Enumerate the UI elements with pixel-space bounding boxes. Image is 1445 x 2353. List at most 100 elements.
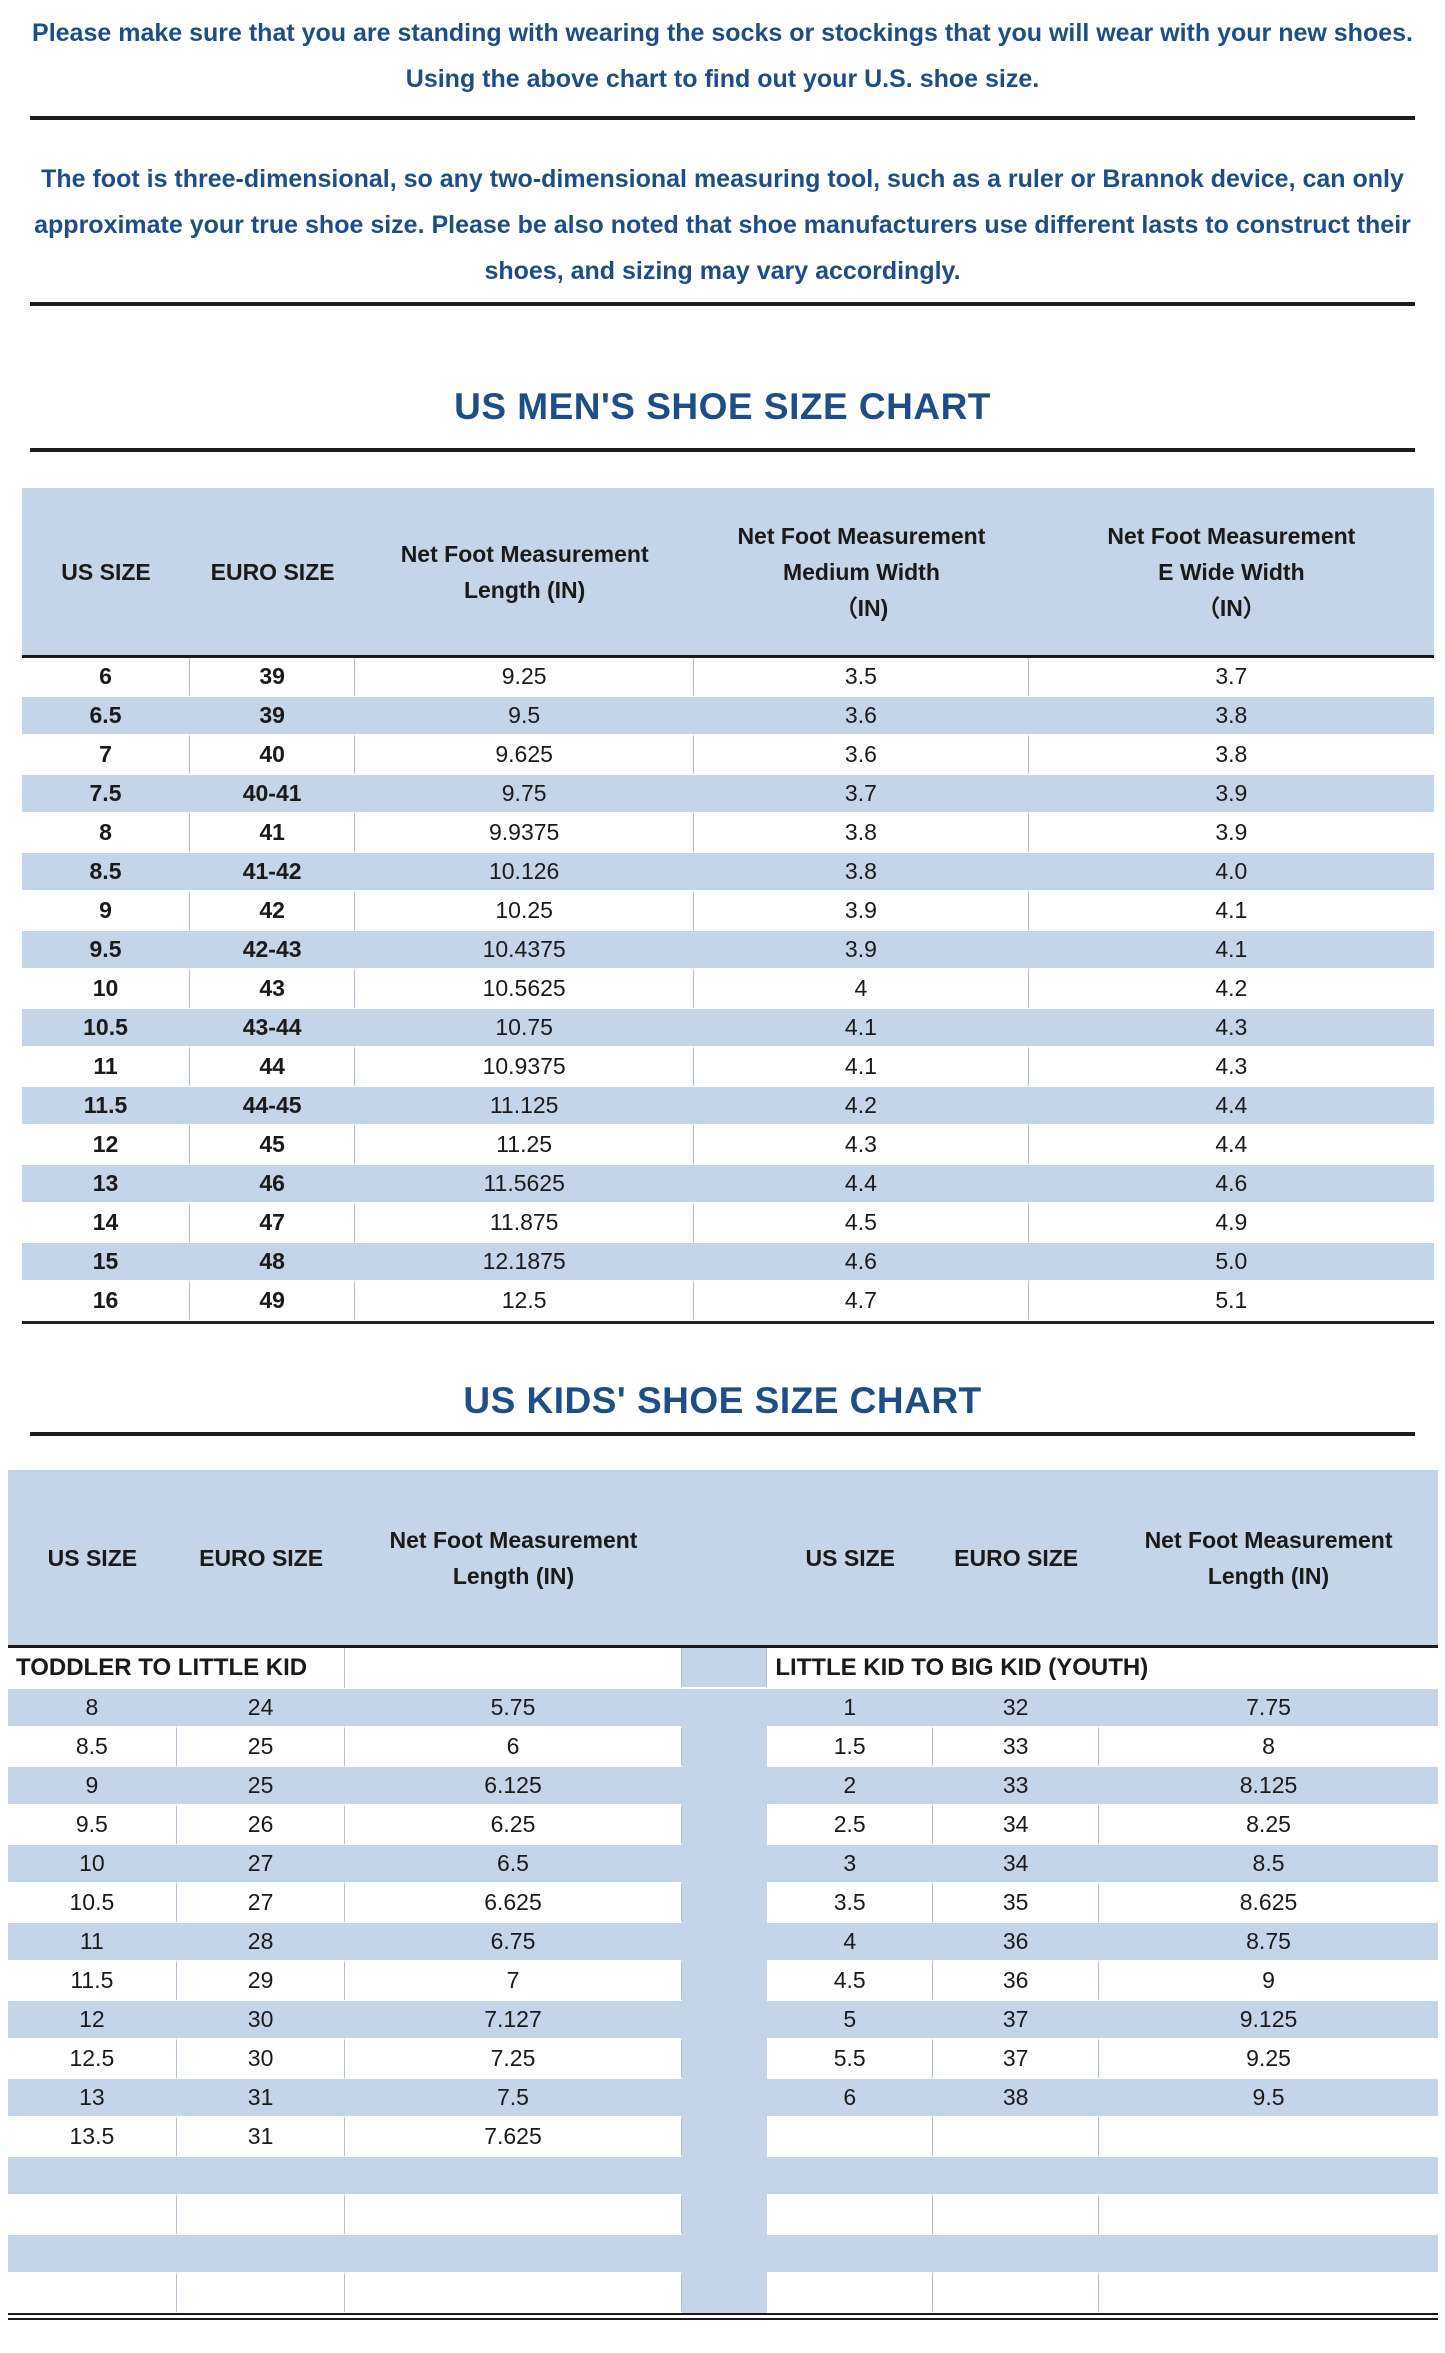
- table-cell: 27: [176, 1845, 346, 1884]
- divider-3: [30, 448, 1415, 452]
- table-cell: 7: [22, 736, 191, 775]
- table-cell: 4: [694, 970, 1029, 1009]
- table-cell: 8.75: [1099, 1923, 1438, 1962]
- table-cell: 37: [933, 2040, 1100, 2079]
- table-cell: 9: [8, 1767, 177, 1806]
- table-cell: 3.7: [694, 775, 1029, 814]
- table-cell: 4.1: [1028, 892, 1434, 931]
- divider-1: [30, 116, 1415, 120]
- table-cell: 25: [176, 1767, 346, 1806]
- table-cell: 3.9: [694, 892, 1029, 931]
- spacer-cell: [681, 1648, 768, 1689]
- table-row: 10 43 10.5625 4 4.2: [22, 970, 1434, 1009]
- kids-size-table: US SIZE EURO SIZE Net Foot Measurement L…: [8, 1470, 1438, 2320]
- table-cell: [933, 2196, 1100, 2235]
- table-cell: 45: [190, 1126, 356, 1165]
- table-cell: 13.5: [8, 2118, 177, 2157]
- divider-4: [30, 1432, 1415, 1436]
- table-cell: 10.126: [355, 853, 695, 892]
- table-cell: 4.0: [1028, 853, 1434, 892]
- table-cell: 38: [933, 2079, 1100, 2118]
- table-row: 14 47 11.875 4.5 4.9: [22, 1204, 1434, 1243]
- table-cell: 3.8: [694, 814, 1029, 853]
- table-cell: 2.5: [767, 1806, 934, 1845]
- table-cell: [345, 2196, 682, 2235]
- table-cell: 39: [190, 658, 356, 697]
- table-cell: 39: [190, 697, 356, 736]
- table-row: 13.5 31 7.625: [8, 2118, 1438, 2157]
- kids-left-header-euro-size: EURO SIZE: [176, 1470, 346, 1648]
- table-cell: 10.5: [22, 1009, 191, 1048]
- table-row: 9.5 42-43 10.4375 3.9 4.1: [22, 931, 1434, 970]
- table-cell: 1.5: [767, 1728, 934, 1767]
- table-cell: 8: [1099, 1728, 1438, 1767]
- table-cell: 11.5625: [355, 1165, 695, 1204]
- table-cell: 43: [190, 970, 356, 1009]
- table-cell: 10.5625: [355, 970, 695, 1009]
- table-row: 10.5 27 6.625 3.5 35 8.625: [8, 1884, 1438, 1923]
- table-cell: 3.9: [694, 931, 1029, 970]
- table-cell: 4.5: [767, 1962, 934, 2001]
- table-row: 11.5 44-45 11.125 4.2 4.4: [22, 1087, 1434, 1126]
- kids-right-header-us-size: US SIZE: [767, 1470, 934, 1648]
- table-cell: 12: [8, 2001, 177, 2040]
- table-cell: 46: [190, 1165, 356, 1204]
- table-row: 7 40 9.625 3.6 3.8: [22, 736, 1434, 775]
- table-cell: 4.2: [1028, 970, 1434, 1009]
- table-cell: 4.3: [694, 1126, 1029, 1165]
- table-cell: [767, 2196, 934, 2235]
- table-cell: 9.5: [1099, 2079, 1438, 2118]
- mens-chart-title: US MEN'S SHOE SIZE CHART: [454, 386, 991, 427]
- table-cell: 26: [176, 1806, 346, 1845]
- table-cell: 9.75: [355, 775, 695, 814]
- table-cell: 34: [933, 1845, 1100, 1884]
- spacer-cell: [681, 1884, 768, 1923]
- table-cell: [176, 2157, 346, 2196]
- table-cell: [933, 2235, 1100, 2274]
- table-row: [8, 2235, 1438, 2274]
- table-cell: 3.9: [1028, 814, 1434, 853]
- table-cell: [767, 2235, 934, 2274]
- kids-right-header-euro-size: EURO SIZE: [933, 1470, 1100, 1648]
- table-cell: 8.5: [22, 853, 191, 892]
- table-cell: 4.6: [1028, 1165, 1434, 1204]
- table-cell: 16: [22, 1282, 191, 1321]
- table-cell: 11.5: [8, 1962, 177, 2001]
- table-row: [8, 2157, 1438, 2196]
- table-cell: 12.1875: [355, 1243, 695, 1282]
- table-row: 12.5 30 7.25 5.5 37 9.25: [8, 2040, 1438, 2079]
- table-cell: 5.5: [767, 2040, 934, 2079]
- table-cell: 9.5: [22, 931, 191, 970]
- table-cell: 9: [22, 892, 191, 931]
- table-cell: 11: [22, 1048, 191, 1087]
- table-cell: 32: [933, 1689, 1100, 1728]
- table-cell: 6: [345, 1728, 682, 1767]
- table-cell: 41: [190, 814, 356, 853]
- mens-header-length: Net Foot Measurement Length (IN): [355, 488, 695, 658]
- table-cell: 31: [176, 2118, 346, 2157]
- table-row: 16 49 12.5 4.7 5.1: [22, 1282, 1434, 1321]
- table-cell: 5.75: [345, 1689, 682, 1728]
- spacer-cell: [681, 2235, 768, 2274]
- table-cell: 7.25: [345, 2040, 682, 2079]
- table-cell: [1099, 2157, 1438, 2196]
- table-cell: 6.125: [345, 1767, 682, 1806]
- table-cell: 4.3: [1028, 1009, 1434, 1048]
- table-row: 8.5 41-42 10.126 3.8 4.0: [22, 853, 1434, 892]
- table-cell: 11.875: [355, 1204, 695, 1243]
- table-cell: [767, 2157, 934, 2196]
- table-cell: 6.625: [345, 1884, 682, 1923]
- table-row: [8, 2196, 1438, 2235]
- table-cell: 9.9375: [355, 814, 695, 853]
- table-cell: 6.25: [345, 1806, 682, 1845]
- table-cell: 36: [933, 1962, 1100, 2001]
- table-cell: 10.75: [355, 1009, 695, 1048]
- table-cell: 9.125: [1099, 2001, 1438, 2040]
- spacer-cell: [681, 2001, 768, 2040]
- table-row: [8, 2274, 1438, 2313]
- table-cell: 25: [176, 1728, 346, 1767]
- table-cell: 49: [190, 1282, 356, 1321]
- table-cell: 34: [933, 1806, 1100, 1845]
- table-cell: 12.5: [355, 1282, 695, 1321]
- table-cell: 8.5: [1099, 1845, 1438, 1884]
